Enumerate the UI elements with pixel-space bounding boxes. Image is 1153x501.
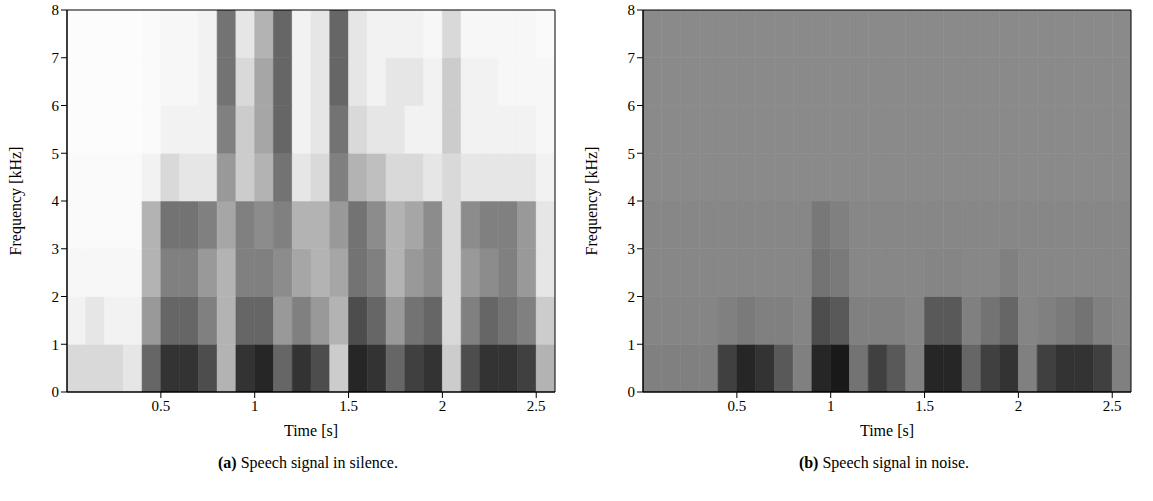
svg-text:5: 5: [52, 146, 60, 162]
svg-text:Frequency [kHz]: Frequency [kHz]: [7, 147, 25, 256]
svg-text:2: 2: [628, 289, 636, 305]
svg-text:1.5: 1.5: [915, 398, 934, 414]
svg-text:0.5: 0.5: [727, 398, 746, 414]
svg-text:0.5: 0.5: [151, 398, 170, 414]
svg-text:7: 7: [52, 50, 60, 66]
html-text:(a) Speech signal in silence.: (a) Speech signal in silence.: [218, 454, 398, 471]
svg-text:5: 5: [628, 146, 636, 162]
svg-text:Time [s]: Time [s]: [860, 422, 914, 439]
svg-text:2: 2: [439, 398, 447, 414]
svg-text:1: 1: [52, 337, 60, 353]
svg-text:1: 1: [827, 398, 835, 414]
svg-text:2.5: 2.5: [527, 398, 546, 414]
svg-text:4: 4: [628, 193, 636, 209]
svg-text:7: 7: [628, 50, 636, 66]
svg-text:Frequency [kHz]: Frequency [kHz]: [583, 147, 601, 256]
svg-text:2: 2: [1015, 398, 1023, 414]
svg-text:4: 4: [52, 193, 60, 209]
svg-text:8: 8: [52, 2, 60, 18]
svg-text:Time [s]: Time [s]: [284, 422, 338, 439]
svg-text:2: 2: [52, 289, 60, 305]
svg-text:3: 3: [628, 241, 636, 257]
svg-text:6: 6: [52, 98, 60, 114]
svg-text:1: 1: [251, 398, 259, 414]
svg-text:0: 0: [628, 384, 636, 400]
html-text:(b) Speech signal in noise.: (b) Speech signal in noise.: [798, 454, 970, 471]
svg-text:2.5: 2.5: [1103, 398, 1122, 414]
svg-text:1.5: 1.5: [339, 398, 358, 414]
svg-text:0: 0: [52, 384, 60, 400]
svg-text:3: 3: [52, 241, 60, 257]
svg-text:1: 1: [628, 337, 636, 353]
svg-text:8: 8: [628, 2, 636, 18]
svg-text:6: 6: [628, 98, 636, 114]
